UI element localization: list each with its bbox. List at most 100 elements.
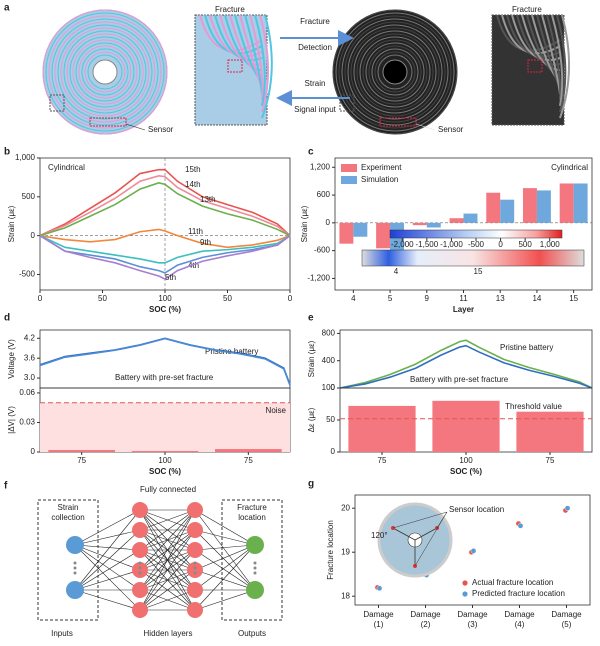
bar xyxy=(353,222,368,237)
panel-label: e xyxy=(308,313,314,324)
panel-label: a xyxy=(4,3,10,14)
ring xyxy=(362,39,428,105)
ring xyxy=(368,45,422,99)
node xyxy=(187,562,203,578)
zoom-ring xyxy=(261,14,273,119)
node xyxy=(132,542,148,558)
edge xyxy=(74,544,141,571)
edge xyxy=(194,544,256,571)
x-tick-label: 75 xyxy=(546,456,555,465)
x-tick-label: 14 xyxy=(532,294,541,303)
point xyxy=(376,585,383,592)
annotation: Cylindrical xyxy=(551,163,588,172)
ring xyxy=(81,48,129,96)
zoom-ring xyxy=(249,14,264,101)
edge xyxy=(74,589,141,611)
y-tick-label: 400 xyxy=(322,356,336,365)
x-tick-label: 50 xyxy=(98,294,107,303)
panel-label: g xyxy=(308,479,314,490)
edge xyxy=(194,569,256,591)
ring xyxy=(54,21,156,123)
dot xyxy=(193,566,197,570)
zoom-box xyxy=(49,94,65,112)
label: Signal input xyxy=(294,105,337,114)
strip xyxy=(361,249,585,267)
bar xyxy=(432,400,500,452)
series-label: 9th xyxy=(200,238,211,247)
series-line xyxy=(39,228,291,249)
edge xyxy=(74,529,141,591)
edge xyxy=(74,549,141,591)
dot xyxy=(73,561,77,565)
bar xyxy=(463,213,478,223)
panel-label: f xyxy=(4,481,8,492)
ring xyxy=(347,24,443,120)
series-label: 4th xyxy=(188,261,199,270)
bar xyxy=(412,222,427,226)
dot xyxy=(253,571,257,575)
y-tick-label: -600 xyxy=(314,246,331,255)
ring xyxy=(332,9,458,135)
colorbar-tick-label: -2,000 xyxy=(391,240,414,249)
x-tick-label: 75 xyxy=(244,456,253,465)
y-tick-label: 4.2 xyxy=(24,333,36,342)
ring xyxy=(75,42,135,102)
y-tick-label: -500 xyxy=(19,270,36,279)
dot xyxy=(73,566,77,570)
series-line xyxy=(39,234,291,264)
y-tick-label: 20 xyxy=(341,503,350,512)
node xyxy=(187,582,203,598)
zoom-ring xyxy=(556,14,567,113)
ring xyxy=(60,27,150,117)
y-axis-label: Strain (με) xyxy=(7,205,16,242)
inset-label: 120° xyxy=(371,531,388,540)
bar xyxy=(348,405,416,452)
node xyxy=(132,562,148,578)
node xyxy=(246,581,264,599)
y-tick-label: 3.0 xyxy=(24,373,36,382)
y-axis-label: Strain (με) xyxy=(300,205,309,242)
y-tick-label: 0 xyxy=(31,447,36,456)
colorbar-tick-label: 0 xyxy=(498,240,503,249)
x-tick-label: Damage (5) xyxy=(551,610,582,629)
dot xyxy=(73,571,77,575)
x-tick-label: 0 xyxy=(288,294,293,303)
label: Inputs xyxy=(51,629,73,638)
hole xyxy=(382,59,408,85)
bar xyxy=(131,451,199,452)
panel-label: c xyxy=(308,147,314,158)
edge xyxy=(74,509,141,591)
bar xyxy=(339,222,354,244)
ring xyxy=(377,54,413,90)
threshold-label: Noise xyxy=(266,406,287,415)
zoom-ring xyxy=(551,14,564,107)
bar xyxy=(449,218,464,223)
series-label: 14th xyxy=(185,180,201,189)
ring xyxy=(42,9,168,135)
edge xyxy=(139,509,196,611)
label: Fully connected xyxy=(140,485,196,494)
series-label: Pristine battery xyxy=(500,343,553,352)
ring xyxy=(66,33,144,111)
edge xyxy=(194,589,256,611)
point xyxy=(517,523,524,529)
series-label: 13th xyxy=(200,195,216,204)
ring xyxy=(338,15,452,129)
x-tick-label: 15 xyxy=(569,294,578,303)
box xyxy=(221,499,283,621)
bar xyxy=(215,449,282,452)
edge xyxy=(139,529,196,611)
y-tick-label: 0 xyxy=(331,447,336,456)
legend-swatch xyxy=(341,176,357,184)
node xyxy=(132,522,148,538)
y-tick-label: 500 xyxy=(22,192,36,201)
bar xyxy=(486,192,501,223)
colorbar xyxy=(389,229,563,239)
bar xyxy=(376,222,391,249)
series-label: Battery with pre-set fracture xyxy=(410,375,509,384)
ring xyxy=(63,30,147,114)
colorbar-tick-label: -500 xyxy=(468,240,485,249)
colorbar-tick-label: 1,000 xyxy=(540,240,561,249)
label: Fracture xyxy=(512,5,542,14)
label: Fracture xyxy=(215,5,245,14)
